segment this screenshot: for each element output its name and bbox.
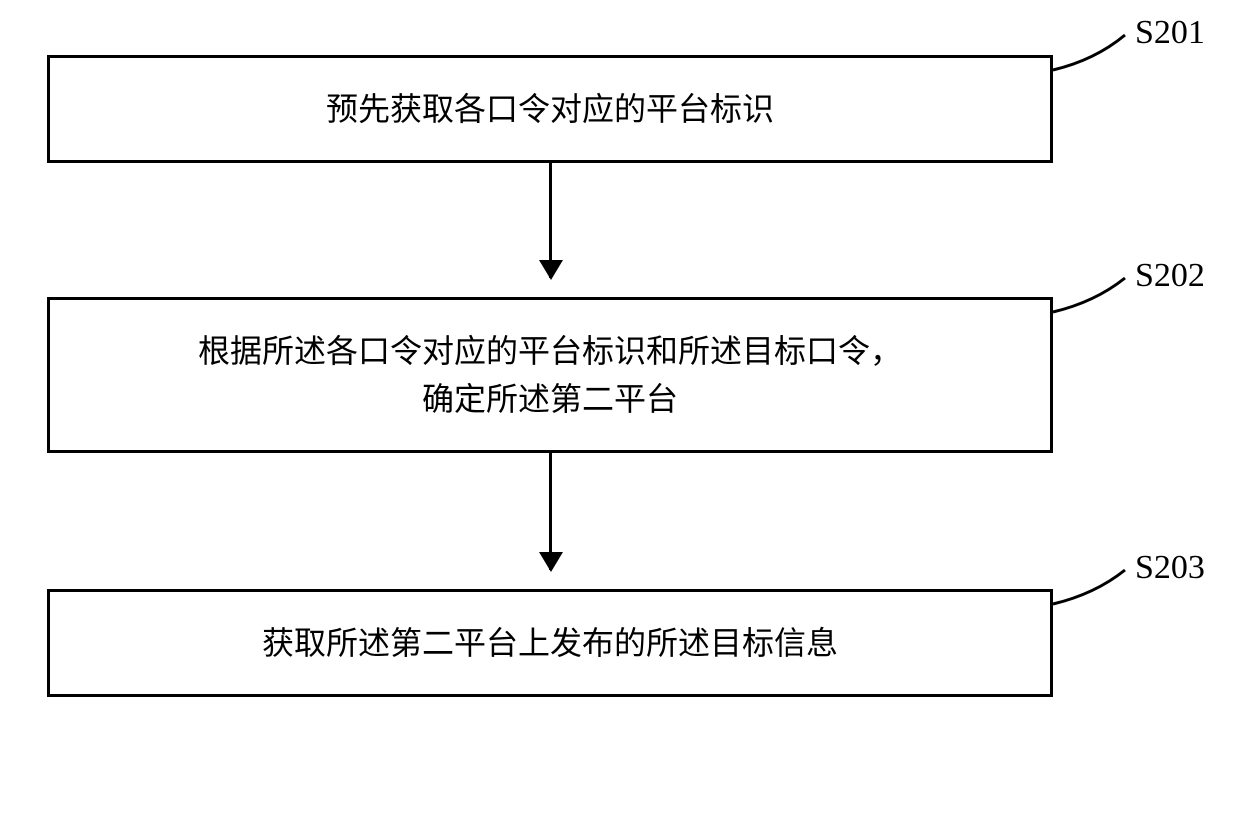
step-label: S203 bbox=[1135, 549, 1205, 587]
flowchart-container: 预先获取各口令对应的平台标识 S201 根据所述各口令对应的平台标识和所述目标口… bbox=[0, 0, 1240, 827]
step-text: 预先获取各口令对应的平台标识 bbox=[316, 75, 784, 143]
flowchart-arrow bbox=[549, 163, 552, 278]
step-text-line1: 根据所述各口令对应的平台标识和所述目标口令， bbox=[198, 333, 902, 369]
flowchart-node: 根据所述各口令对应的平台标识和所述目标口令， 确定所述第二平台 bbox=[47, 297, 1053, 453]
flowchart-node: 获取所述第二平台上发布的所述目标信息 bbox=[47, 589, 1053, 697]
step-text-line2: 确定所述第二平台 bbox=[422, 381, 678, 417]
step-text: 根据所述各口令对应的平台标识和所述目标口令， 确定所述第二平台 bbox=[188, 317, 912, 433]
step-label: S202 bbox=[1135, 257, 1205, 295]
step-label: S201 bbox=[1135, 14, 1205, 52]
step-text: 获取所述第二平台上发布的所述目标信息 bbox=[252, 609, 848, 677]
flowchart-node: 预先获取各口令对应的平台标识 bbox=[47, 55, 1053, 163]
flowchart-arrow bbox=[549, 453, 552, 570]
